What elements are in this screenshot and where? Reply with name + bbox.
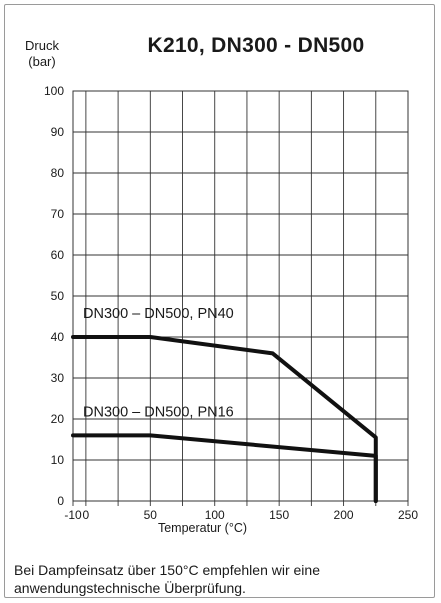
footnote: Bei Dampfeinsatz über 150°C empfehlen wi… xyxy=(14,562,320,596)
y-axis-label: Druck (bar) xyxy=(14,38,70,70)
y-axis-label-line-2: (bar) xyxy=(28,54,56,69)
x-tick-label: 100 xyxy=(205,508,225,522)
y-tick-label: 10 xyxy=(51,453,65,467)
x-tick-label: -10 xyxy=(64,508,82,522)
series-line-pn16 xyxy=(71,433,378,503)
series-label-pn16: DN300 – DN500, PN16 xyxy=(83,404,234,420)
x-tick-label: 200 xyxy=(334,508,354,522)
series-label-pn40: DN300 – DN500, PN40 xyxy=(83,306,234,322)
x-tick-label: 250 xyxy=(398,508,418,522)
y-tick-label: 50 xyxy=(51,289,65,303)
y-tick-label: 60 xyxy=(51,248,65,262)
x-tick-label: 50 xyxy=(144,508,158,522)
y-tick-label: 0 xyxy=(57,494,64,508)
y-tick-label: 80 xyxy=(51,166,65,180)
chart-frame xyxy=(4,4,435,598)
x-axis-title: Temperatur (°C) xyxy=(158,521,247,535)
x-tick-label: 0 xyxy=(83,508,90,522)
x-tick-label: 150 xyxy=(269,508,289,522)
y-tick-label: 90 xyxy=(51,125,65,139)
y-tick-label: 30 xyxy=(51,371,65,385)
y-tick-label: 70 xyxy=(51,207,65,221)
plot-border xyxy=(72,90,409,502)
y-tick-label: 20 xyxy=(51,412,65,426)
y-tick-label: 100 xyxy=(44,84,64,98)
chart-title: K210, DN300 - DN500 xyxy=(147,34,365,57)
y-axis-label-line-1: Druck xyxy=(25,38,59,53)
y-tick-label: 40 xyxy=(51,330,65,344)
